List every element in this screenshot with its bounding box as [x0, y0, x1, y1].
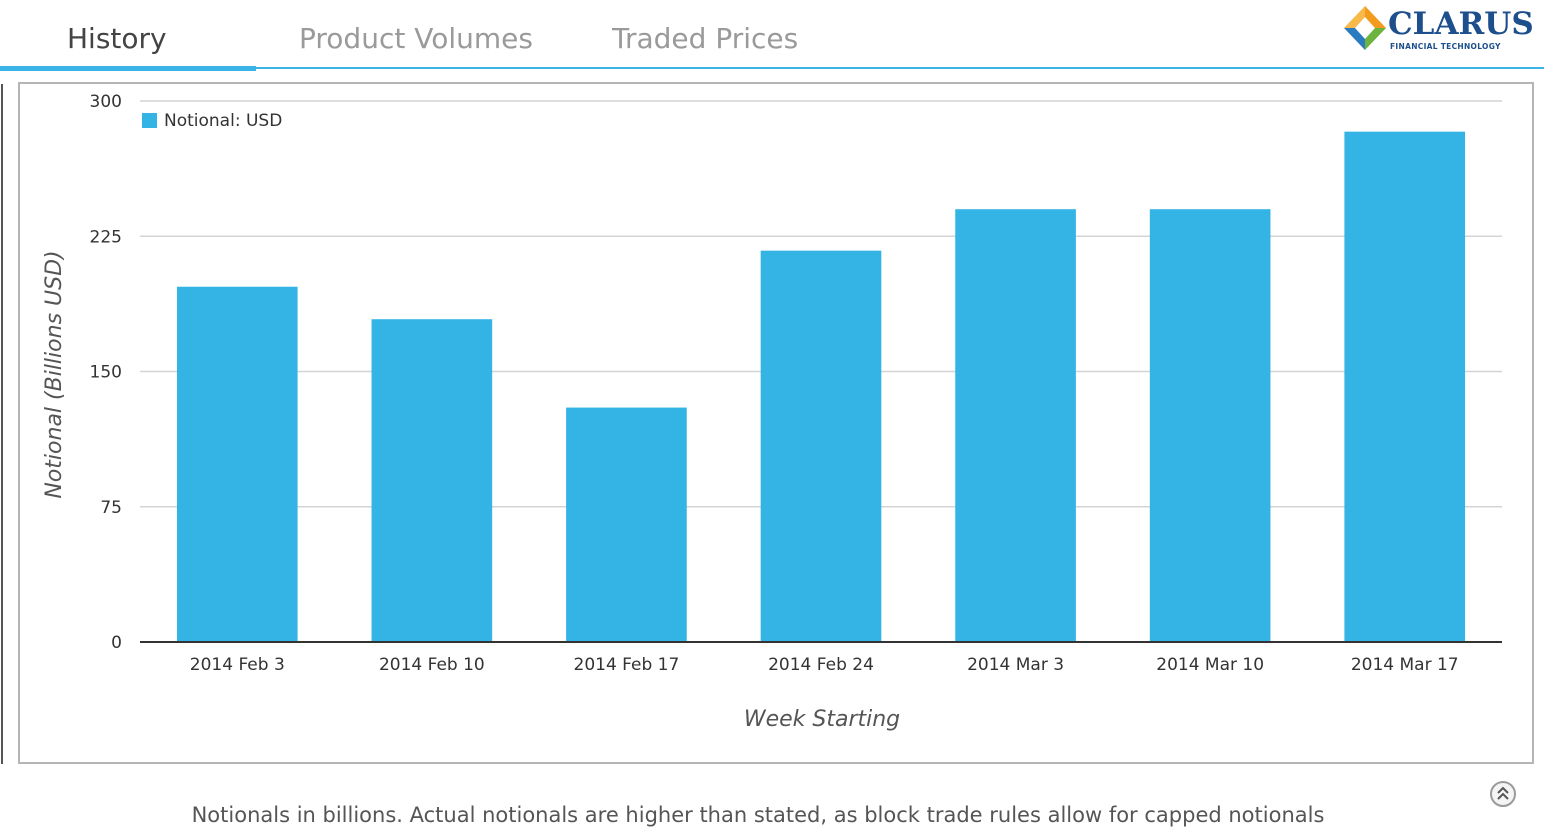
bar[interactable] — [1344, 131, 1466, 642]
y-tick-label: 150 — [90, 363, 122, 383]
bar[interactable] — [1149, 209, 1271, 642]
logo-tagline: FINANCIAL TECHNOLOGY — [1390, 42, 1501, 51]
clarus-logo[interactable]: CLARUS FINANCIAL TECHNOLOGY — [1342, 4, 1534, 54]
clarus-diamond-icon — [1344, 6, 1386, 50]
x-axis-title: Week Starting — [744, 707, 900, 732]
y-tick-labels: 0 75 150 225 300 — [90, 92, 122, 653]
chart-panel — [18, 82, 1534, 764]
x-tick-label: 2014 Feb 17 — [574, 655, 680, 675]
y-tick-label: 0 — [111, 633, 122, 653]
tab-traded-prices[interactable]: Traded Prices — [612, 22, 799, 55]
legend-label: Notional: USD — [164, 111, 282, 131]
legend[interactable]: Notional: USD — [142, 111, 282, 131]
x-tick-label: 2014 Feb 24 — [768, 655, 874, 675]
x-tick-label: 2014 Mar 17 — [1351, 655, 1459, 675]
legend-swatch — [142, 113, 157, 128]
x-tick-label: 2014 Mar 3 — [967, 655, 1064, 675]
y-tick-label: 75 — [100, 498, 122, 518]
bars — [176, 131, 1466, 642]
tab-underline — [0, 67, 1544, 69]
bar[interactable] — [955, 209, 1076, 642]
left-divider — [1, 84, 3, 764]
x-tick-labels: 2014 Feb 3 2014 Feb 10 2014 Feb 17 2014 Feb… — [190, 655, 1459, 675]
y-tick-label: 225 — [90, 227, 122, 247]
bar[interactable] — [760, 250, 882, 642]
bar[interactable] — [176, 286, 298, 642]
tab-product-volumes[interactable]: Product Volumes — [299, 22, 533, 55]
logo-wordmark: CLARUS — [1388, 6, 1534, 42]
x-tick-label: 2014 Feb 10 — [379, 655, 485, 675]
tab-active-indicator — [0, 66, 256, 71]
scroll-top-button[interactable] — [1490, 781, 1516, 807]
tab-bar: History Product Volumes Traded Prices — [0, 0, 1544, 72]
bar[interactable] — [566, 407, 687, 642]
bar[interactable] — [371, 319, 493, 642]
y-tick-label: 300 — [90, 92, 122, 112]
x-tick-label: 2014 Mar 10 — [1156, 655, 1264, 675]
tab-history[interactable]: History — [67, 22, 167, 55]
x-tick-label: 2014 Feb 3 — [190, 655, 285, 675]
chevron-up-double-icon — [1497, 786, 1509, 800]
footnote: Notionals in billions. Actual notionals … — [191, 803, 1325, 827]
y-axis-title: Notional (Billions USD) — [42, 250, 67, 498]
